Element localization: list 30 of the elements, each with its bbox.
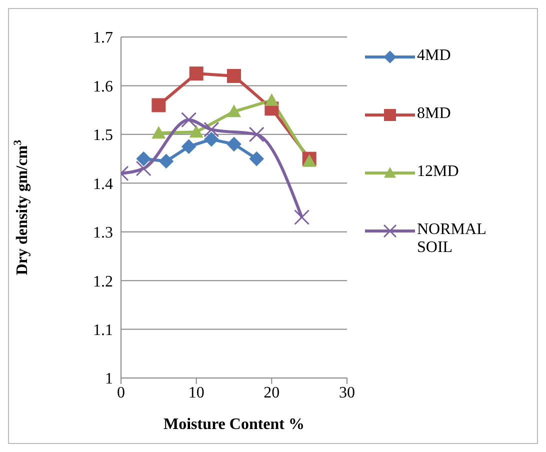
- legend-label: 8MD: [417, 105, 452, 123]
- y-tick-label: 1.1: [93, 322, 113, 339]
- y-tick-label: 1.7: [93, 30, 113, 47]
- y-tick-label: 1.2: [93, 273, 113, 290]
- point: [302, 154, 316, 167]
- x-tick-label: 30: [339, 384, 355, 402]
- y-tick-label: 1.5: [93, 127, 113, 144]
- point: [189, 66, 204, 81]
- point: [158, 154, 174, 169]
- point: [152, 126, 166, 139]
- legend-label: 12MD: [417, 163, 460, 181]
- point: [264, 93, 279, 106]
- point: [181, 139, 196, 154]
- x-axis-title: Moisture Content %: [163, 416, 305, 433]
- legend-label: 4MD: [417, 47, 452, 65]
- point: [226, 136, 242, 152]
- point: [189, 124, 204, 138]
- point: [152, 98, 166, 112]
- point: [227, 104, 241, 118]
- x-tick-label: 10: [188, 384, 204, 402]
- point: [136, 151, 152, 166]
- y-tick-label: 1.6: [93, 78, 113, 96]
- point: [204, 132, 219, 147]
- y-tick-label: 1: [105, 370, 113, 388]
- y-tick-label: 1.4: [93, 176, 113, 193]
- y-tick-label: 1.3: [93, 224, 113, 242]
- point: [227, 68, 241, 83]
- legend-label: NORMAL SOIL: [417, 221, 487, 257]
- x-tick-label: 0: [117, 384, 125, 402]
- x-tick-label: 20: [264, 384, 280, 402]
